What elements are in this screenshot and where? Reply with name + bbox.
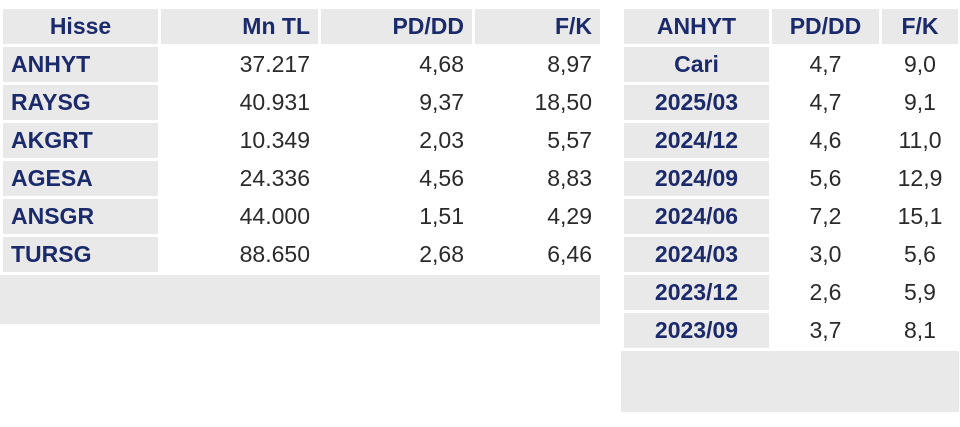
value-cell: 6,46 — [472, 234, 603, 275]
header-f-k: F/K — [879, 6, 960, 47]
value-cell: 4,29 — [472, 196, 603, 237]
value-cell: 5,9 — [879, 272, 960, 313]
value-cell: 24.336 — [158, 158, 321, 199]
value-cell: 44.000 — [158, 196, 321, 237]
table-row: 2024/09 5,6 12,9 — [621, 158, 960, 199]
value-cell: 8,97 — [472, 44, 603, 85]
table-row: AGESA 24.336 4,56 8,83 — [0, 158, 603, 199]
row-label-cell: 2025/03 — [621, 82, 772, 123]
row-label-cell: 2024/12 — [621, 120, 772, 161]
value-cell: 3,0 — [769, 234, 882, 275]
value-cell: 8,1 — [879, 310, 960, 351]
value-cell: 18,50 — [472, 82, 603, 123]
stock-valuation-table: Hisse Mn TL PD/DD F/K ANHYT 37.217 4,68 8,9… — [0, 6, 603, 275]
value-cell: 4,7 — [769, 82, 882, 123]
row-label-cell: 2024/03 — [621, 234, 772, 275]
value-cell: 9,0 — [879, 44, 960, 85]
value-cell: 40.931 — [158, 82, 321, 123]
row-label-cell: ANHYT — [0, 44, 161, 85]
row-label-cell: 2024/09 — [621, 158, 772, 199]
value-cell: 12,9 — [879, 158, 960, 199]
value-cell: 2,6 — [769, 272, 882, 313]
value-cell: 9,37 — [318, 82, 475, 123]
table-row: RAYSG 40.931 9,37 18,50 — [0, 82, 603, 123]
header-mn-tl: Mn TL — [158, 6, 321, 47]
value-cell: 4,68 — [318, 44, 475, 85]
value-cell: 4,56 — [318, 158, 475, 199]
value-cell: 88.650 — [158, 234, 321, 275]
row-label-cell: AGESA — [0, 158, 161, 199]
value-cell: 5,6 — [879, 234, 960, 275]
header-anhyt: ANHYT — [621, 6, 772, 47]
value-cell: 2,03 — [318, 120, 475, 161]
table-row: AKGRT 10.349 2,03 5,57 — [0, 120, 603, 161]
value-cell: 4,7 — [769, 44, 882, 85]
table-header-row: ANHYT PD/DD F/K — [621, 6, 960, 47]
table-row: ANSGR 44.000 1,51 4,29 — [0, 196, 603, 237]
value-cell: 37.217 — [158, 44, 321, 85]
value-cell: 3,7 — [769, 310, 882, 351]
table-row: Cari 4,7 9,0 — [621, 44, 960, 85]
table-row: 2024/03 3,0 5,6 — [621, 234, 960, 275]
value-cell: 1,51 — [318, 196, 475, 237]
row-label-cell: RAYSG — [0, 82, 161, 123]
table-row: TURSG 88.650 2,68 6,46 — [0, 234, 603, 275]
row-label-cell: 2023/12 — [621, 272, 772, 313]
table-row: 2023/12 2,6 5,9 — [621, 272, 960, 313]
value-cell: 7,2 — [769, 196, 882, 237]
row-label-cell: 2024/06 — [621, 196, 772, 237]
value-cell: 11,0 — [879, 120, 960, 161]
row-label-cell: AKGRT — [0, 120, 161, 161]
value-cell: 4,6 — [769, 120, 882, 161]
table-row: ANHYT 37.217 4,68 8,97 — [0, 44, 603, 85]
header-pd-dd: PD/DD — [318, 6, 475, 47]
value-cell: 9,1 — [879, 82, 960, 123]
value-cell: 5,57 — [472, 120, 603, 161]
row-label-cell: Cari — [621, 44, 772, 85]
row-label-cell: 2023/09 — [621, 310, 772, 351]
table-row: 2024/06 7,2 15,1 — [621, 196, 960, 237]
table-header-row: Hisse Mn TL PD/DD F/K — [0, 6, 603, 47]
value-cell: 15,1 — [879, 196, 960, 237]
row-label-cell: ANSGR — [0, 196, 161, 237]
value-cell: 5,6 — [769, 158, 882, 199]
header-hisse: Hisse — [0, 6, 161, 47]
header-f-k: F/K — [472, 6, 603, 47]
anhyt-history-table: ANHYT PD/DD F/K Cari 4,7 9,0 2025/03 4,7 9,1 2… — [621, 6, 960, 351]
table-row: 2024/12 4,6 11,0 — [621, 120, 960, 161]
row-label-cell: TURSG — [0, 234, 161, 275]
value-cell: 8,83 — [472, 158, 603, 199]
table-row: 2025/03 4,7 9,1 — [621, 82, 960, 123]
table-row: 2023/09 3,7 8,1 — [621, 310, 960, 351]
value-cell: 10.349 — [158, 120, 321, 161]
value-cell: 2,68 — [318, 234, 475, 275]
header-pd-dd: PD/DD — [769, 6, 882, 47]
